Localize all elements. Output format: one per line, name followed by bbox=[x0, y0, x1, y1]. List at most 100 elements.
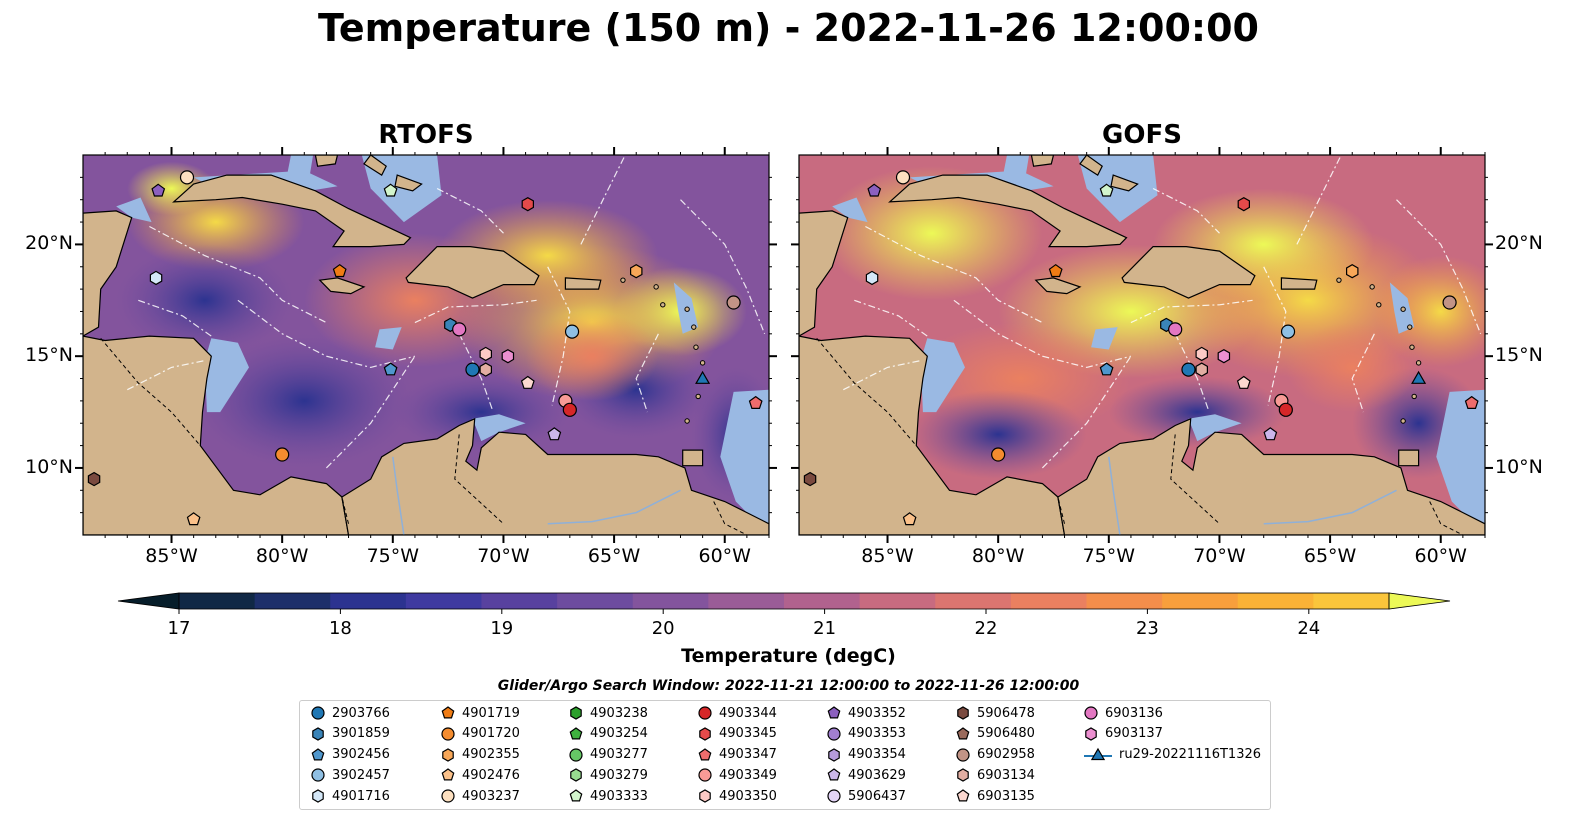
legend-item: 6903137 bbox=[1083, 724, 1163, 744]
lon-tick-label: 80°W bbox=[255, 545, 309, 567]
float-marker-4902476 bbox=[186, 512, 201, 526]
lat-tick-label-right: 10°N bbox=[1495, 455, 1543, 478]
float-marker-6903137 bbox=[1217, 349, 1231, 364]
legend-item-label: 4903277 bbox=[590, 747, 648, 763]
float-marker-4903333 bbox=[1099, 183, 1114, 197]
legend-item-label: 6902958 bbox=[977, 747, 1035, 763]
legend-item-label: 4903279 bbox=[590, 767, 648, 783]
float-marker-icon bbox=[569, 727, 583, 740]
float-marker-icon bbox=[699, 727, 711, 741]
colorbar-tick: 18 bbox=[328, 618, 352, 639]
colorbar-label: Temperature (degC) bbox=[681, 645, 896, 667]
float-marker-icon bbox=[570, 768, 582, 783]
float-marker-6903136 bbox=[1168, 322, 1183, 337]
legend-item: 4903333 bbox=[568, 786, 648, 806]
float-marker-4901720 bbox=[991, 447, 1006, 462]
legend-item: 4903354 bbox=[826, 745, 906, 765]
float-marker-icon bbox=[311, 706, 325, 720]
legend-item: 4901720 bbox=[440, 724, 520, 744]
legend-item-label: 4903353 bbox=[848, 726, 906, 742]
float-marker-3902457 bbox=[1280, 324, 1296, 339]
legend-item: 3902457 bbox=[310, 765, 390, 785]
legend-item: 4902476 bbox=[440, 765, 520, 785]
legend-item-label: 3901859 bbox=[332, 726, 390, 742]
colorbar-tick: 21 bbox=[813, 618, 837, 639]
float-marker-4902355 bbox=[629, 264, 643, 279]
lon-tick-label: 80°W bbox=[971, 545, 1025, 567]
float-marker-icon bbox=[441, 727, 455, 741]
legend-item: 3902456 bbox=[310, 745, 390, 765]
legend-item-label: 4903237 bbox=[462, 788, 520, 804]
legend-item-label: 4903350 bbox=[719, 788, 777, 804]
float-marker-icon bbox=[956, 747, 970, 762]
legend-item-label: 6903136 bbox=[1105, 705, 1163, 721]
legend: 2903766 3901859 3902456 3902457 4901716 49017… bbox=[299, 700, 1271, 810]
float-marker-icon bbox=[957, 768, 969, 783]
lon-tick-label: 70°W bbox=[477, 545, 530, 567]
float-marker-icon bbox=[827, 706, 841, 719]
legend-item: 6903134 bbox=[955, 765, 1035, 785]
float-marker-4903350 bbox=[479, 346, 492, 362]
float-marker-4903344 bbox=[562, 402, 577, 417]
lon-tick-label: 85°W bbox=[861, 545, 914, 567]
float-marker-icon bbox=[570, 706, 582, 720]
float-marker-4903629 bbox=[547, 427, 562, 441]
legend-title: Glider/Argo Search Window: 2022-11-21 12… bbox=[497, 678, 1080, 694]
legend-item: 4901716 bbox=[310, 786, 390, 806]
legend-item: 5906480 bbox=[955, 724, 1035, 744]
lat-tick-label-right: 15°N bbox=[1495, 344, 1543, 367]
legend-item-label: 3902456 bbox=[332, 747, 390, 763]
panel-title-gofs: GOFS bbox=[1102, 120, 1182, 150]
legend-item: 4903347 bbox=[697, 745, 777, 765]
legend-item: 4903345 bbox=[697, 724, 777, 744]
float-marker-icon bbox=[698, 747, 712, 761]
float-marker-4902355 bbox=[1345, 264, 1359, 279]
float-marker-6903134 bbox=[1195, 362, 1209, 377]
legend-item-label: 5906480 bbox=[977, 726, 1035, 742]
float-marker-4903629 bbox=[1263, 427, 1278, 441]
float-marker-icon bbox=[957, 706, 969, 720]
float-marker-2903766 bbox=[465, 362, 480, 377]
glider-track-icon bbox=[1084, 747, 1112, 760]
float-marker-5906478 bbox=[87, 471, 101, 487]
lon-tick-label: 60°W bbox=[698, 545, 751, 567]
legend-item-label: 4901719 bbox=[462, 705, 520, 721]
float-marker-icon bbox=[699, 789, 711, 803]
lon-tick-label: 75°W bbox=[366, 545, 420, 567]
float-marker-4903333 bbox=[383, 183, 398, 197]
float-marker-ru29-20221116T1326 bbox=[1411, 370, 1427, 384]
map-figure bbox=[75, 147, 1493, 543]
float-marker-icon bbox=[828, 747, 840, 762]
legend-item-label: 4903352 bbox=[848, 705, 906, 721]
legend-item-label: 4902355 bbox=[462, 747, 520, 763]
float-marker-icon bbox=[569, 747, 583, 762]
legend-item-label: 5906437 bbox=[848, 788, 906, 804]
legend-item-label: 4903347 bbox=[719, 747, 777, 763]
float-marker-icon bbox=[311, 768, 325, 782]
legend-item: 4903349 bbox=[697, 765, 777, 785]
legend-item-label: 6903135 bbox=[977, 788, 1035, 804]
legend-item-label: 4903238 bbox=[590, 705, 648, 721]
legend-item: 4903237 bbox=[440, 786, 520, 806]
legend-item: 4903629 bbox=[826, 765, 906, 785]
lat-tick-label-left: 10°N bbox=[25, 455, 73, 478]
float-marker-2903766 bbox=[1181, 362, 1196, 377]
legend-item-label: 4903349 bbox=[719, 767, 777, 783]
legend-item-label: 6903137 bbox=[1105, 726, 1163, 742]
legend-item-label: 4903354 bbox=[848, 747, 906, 763]
float-marker-6902958 bbox=[1442, 295, 1457, 310]
legend-item-label: 4903345 bbox=[719, 726, 777, 742]
float-marker-icon bbox=[1084, 706, 1098, 720]
legend-item: 5906437 bbox=[826, 786, 906, 806]
legend-item-label: 4901720 bbox=[462, 726, 520, 742]
legend-item: 4903254 bbox=[568, 724, 648, 744]
float-marker-icon bbox=[442, 747, 454, 762]
float-marker-6903136 bbox=[452, 322, 467, 337]
legend-item-label: 4903629 bbox=[848, 767, 906, 783]
legend-item: 4903352 bbox=[826, 703, 906, 723]
gofs-map-panel bbox=[791, 147, 1493, 543]
legend-item: 4902355 bbox=[440, 745, 520, 765]
legend-item: 4903277 bbox=[568, 745, 648, 765]
float-marker-4903347 bbox=[1464, 395, 1479, 409]
float-marker-ru29-20221116T1326 bbox=[695, 370, 711, 384]
